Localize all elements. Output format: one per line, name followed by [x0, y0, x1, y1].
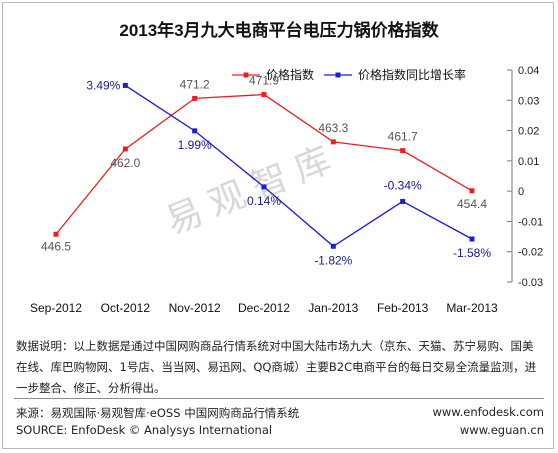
legend-marker	[243, 72, 249, 78]
source-divider	[14, 398, 544, 399]
source-cn: 来源：易观国际·易观智库·eOSS 中国网购商品行情系统	[16, 406, 300, 420]
line-chart: 2013年3月九大电商平台电压力锅价格指数 0.04 0.03 0.02 0.01 0 -…	[30, 20, 543, 315]
x-axis-tick-label: Dec-2012	[238, 301, 290, 315]
chart-frame	[2, 2, 554, 449]
data-label: 3.49%	[86, 78, 120, 92]
legend-label: 价格指数	[266, 67, 314, 82]
data-point-marker	[400, 148, 406, 154]
legend-label: 价格指数同比增长率	[358, 67, 466, 82]
data-point-marker	[469, 236, 475, 242]
data-label: 471.2	[180, 77, 210, 91]
right-axis-tick-label: 0	[518, 186, 524, 198]
data-note: 数据说明：以上数据是通过中国网购商品行情系统对中国大陆市场九大（京东、天猫、苏宁…	[16, 339, 537, 395]
data-label: 462.0	[110, 156, 140, 170]
legend-marker	[335, 72, 341, 78]
data-label: 461.7	[388, 130, 418, 144]
source-en: SOURCE: EnfoDesk © Analysys Internationa…	[16, 423, 273, 437]
data-point-marker	[122, 146, 128, 152]
url-enfodesk[interactable]: www.enfodesk.com	[432, 405, 544, 419]
x-axis-tick-label: Jan-2013	[308, 301, 358, 315]
data-label: 446.5	[41, 239, 71, 253]
data-point-marker	[192, 128, 198, 134]
data-label: 471.9	[249, 74, 279, 88]
data-point-marker	[330, 139, 336, 145]
data-label: -1.58%	[453, 246, 491, 260]
data-label: 463.3	[318, 121, 348, 135]
x-axis-tick-label: Oct-2012	[101, 301, 151, 315]
series-line-2	[124, 84, 473, 248]
right-axis-tick-label: 0.04	[518, 65, 539, 77]
data-label: -0.34%	[384, 178, 422, 192]
data-point-marker	[261, 92, 267, 98]
right-axis-tick-label: 0.02	[518, 126, 539, 138]
right-axis-tick-label: -0.02	[518, 247, 543, 259]
data-point-marker	[192, 95, 198, 101]
x-axis-tick-label: Nov-2012	[169, 301, 221, 315]
data-point-marker	[122, 82, 128, 88]
x-axis-tick-label: Feb-2013	[377, 301, 429, 315]
data-label: 454.4	[457, 197, 487, 211]
data-point-marker	[261, 184, 267, 190]
right-axis-tick-label: 0.03	[518, 95, 539, 107]
x-axis-tick-label: Mar-2013	[446, 301, 498, 315]
right-axis-tick-label: -0.01	[518, 216, 543, 228]
data-point-marker	[469, 188, 475, 194]
right-axis-tick-label: 0.01	[518, 156, 539, 168]
data-label: 0.14%	[247, 194, 281, 208]
data-label: -1.82%	[314, 253, 352, 267]
data-point-marker	[53, 231, 59, 237]
plot-area: 0.04 0.03 0.02 0.01 0 -0.01 -0.02 -0.03 Sep-2012…	[30, 65, 543, 315]
data-label: 1.99%	[178, 138, 212, 152]
data-point-marker	[330, 243, 336, 249]
right-axis-tick-label: -0.03	[518, 277, 543, 289]
data-point-marker	[400, 198, 406, 204]
x-axis-tick-label: Sep-2012	[30, 301, 82, 315]
url-eguan[interactable]: www.eguan.cn	[459, 423, 544, 437]
chart-title: 2013年3月九大电商平台电压力锅价格指数	[119, 20, 439, 40]
